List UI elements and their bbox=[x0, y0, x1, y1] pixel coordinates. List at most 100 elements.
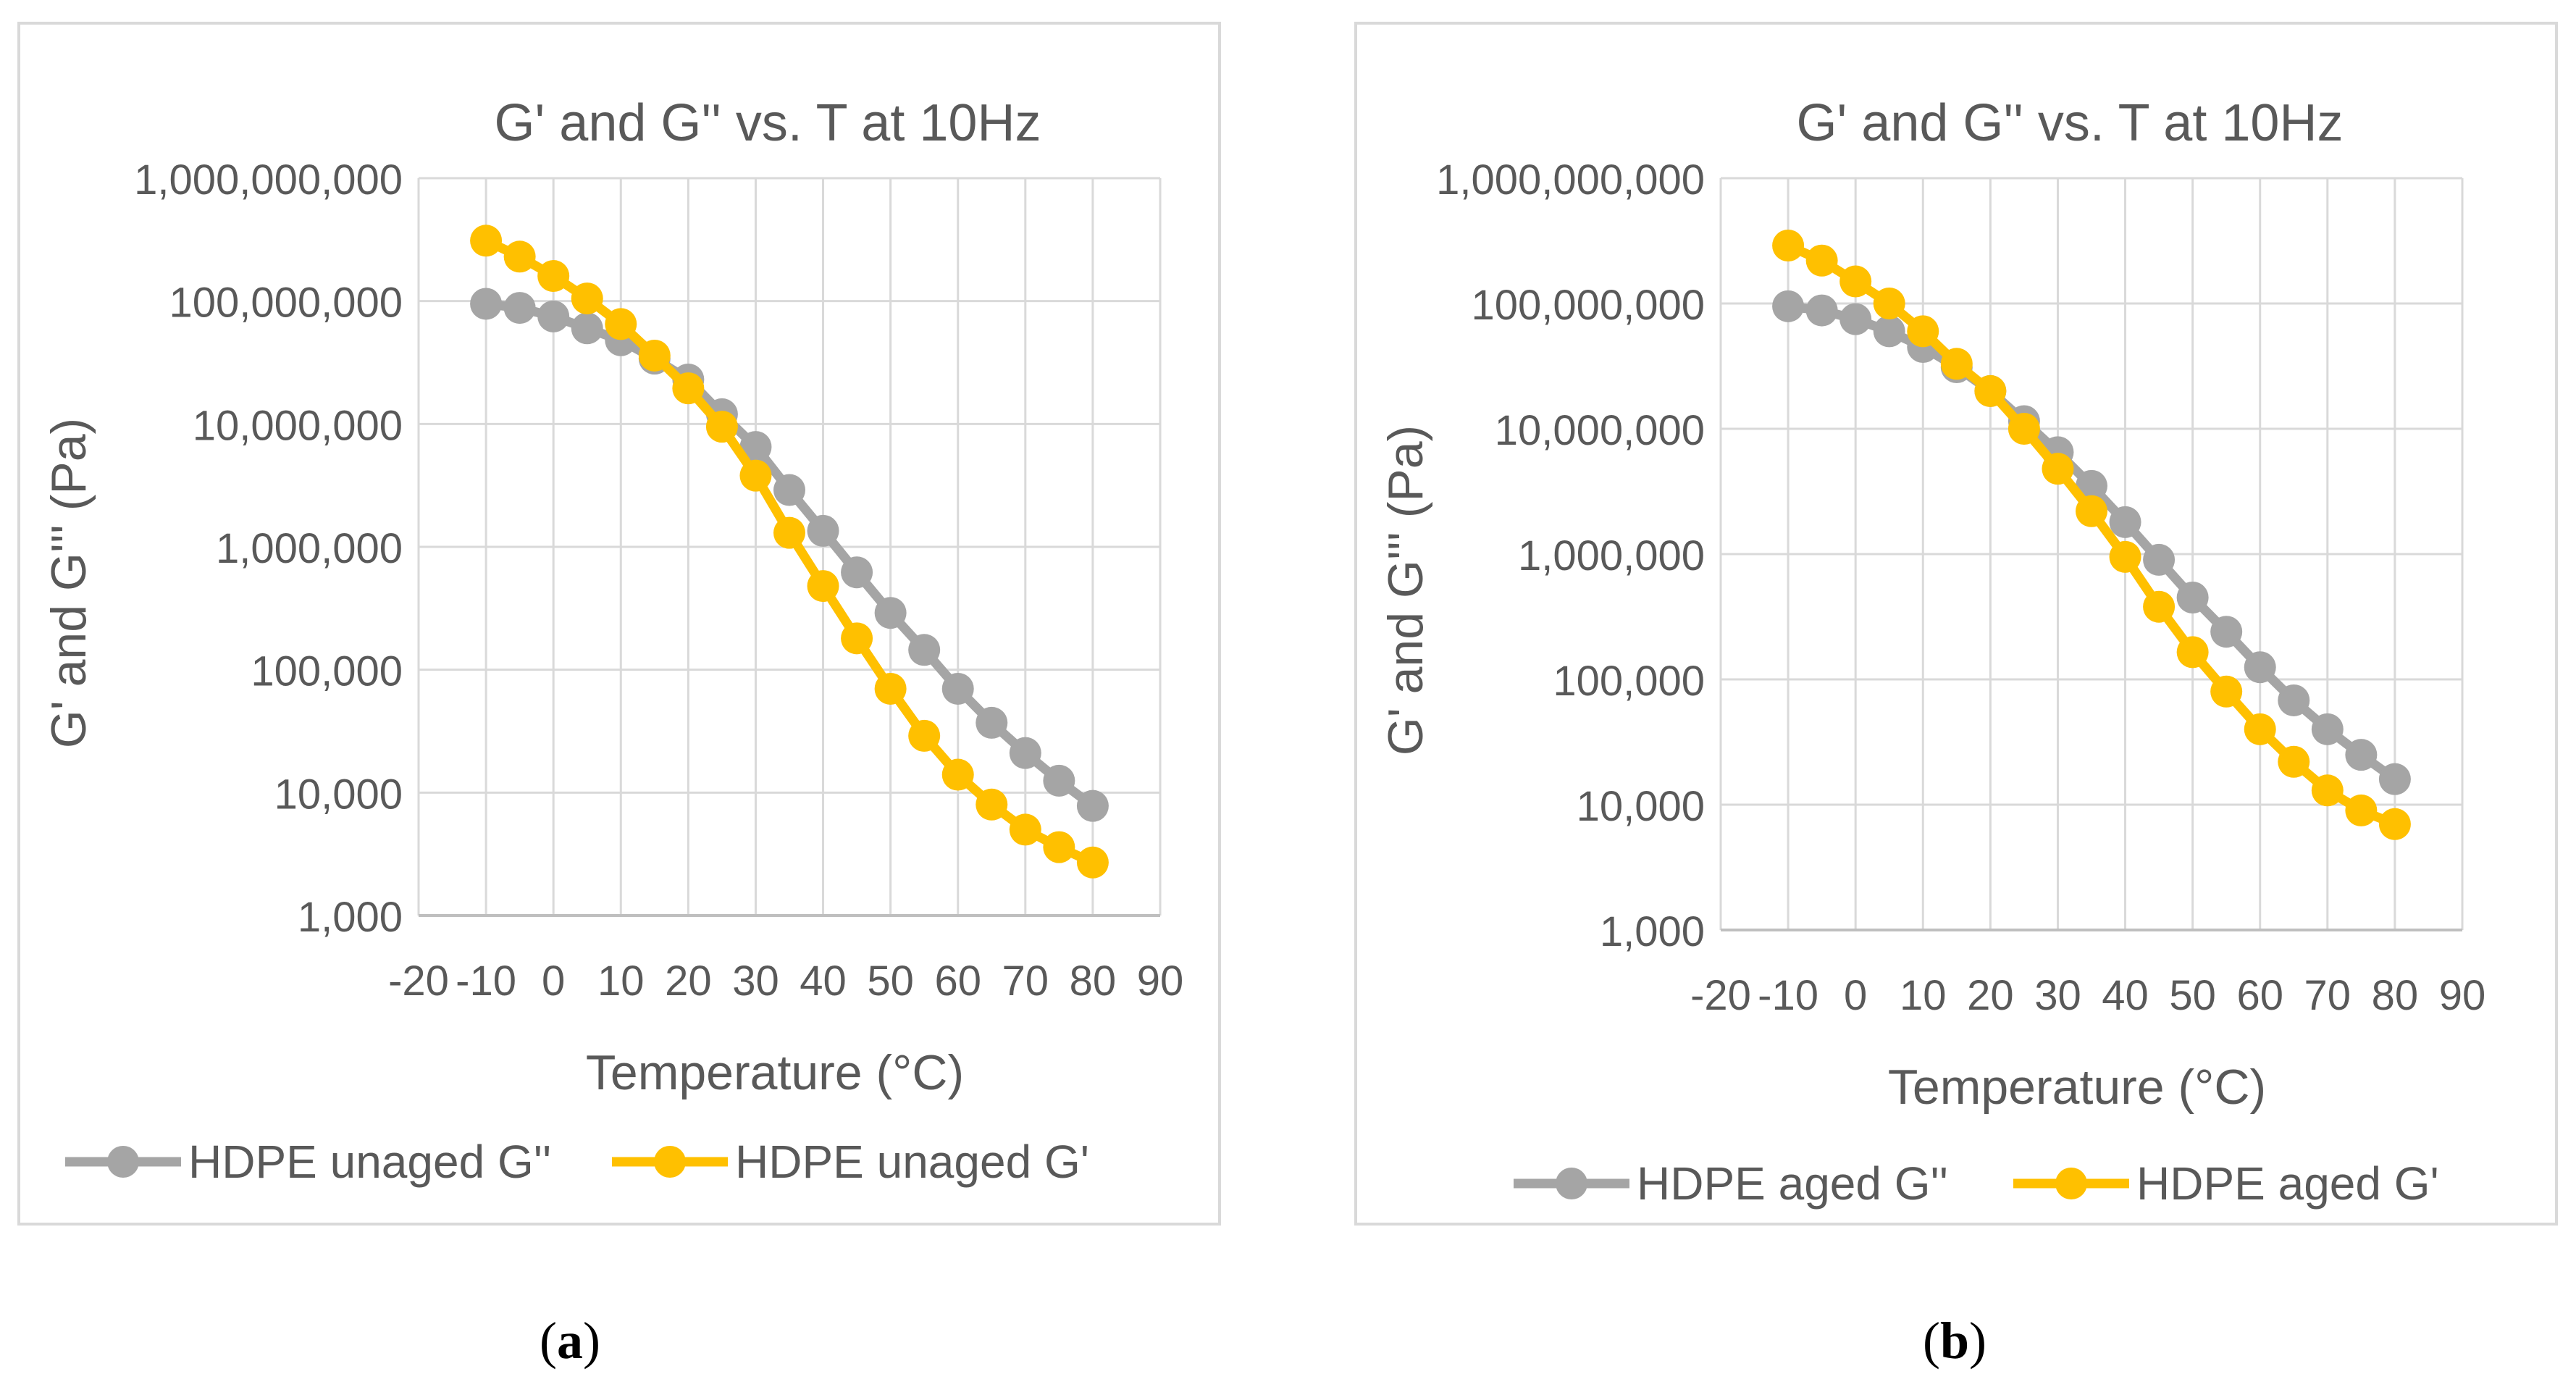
chart-0-series-0-point bbox=[874, 597, 907, 629]
chart-0-series-0-point bbox=[1043, 764, 1075, 797]
chart-0-series-0-point bbox=[1009, 737, 1041, 769]
chart-0-series-1-point bbox=[807, 570, 839, 603]
chart-0-series-1-point bbox=[571, 282, 603, 315]
chart-0-series-0-point bbox=[1076, 789, 1109, 822]
chart-0-y-axis-title: G' and G''' (Pa) bbox=[41, 418, 96, 748]
chart-0-series-1-point bbox=[941, 758, 974, 791]
chart-1-series-1-point bbox=[2244, 713, 2276, 745]
chart-1-series-0-point bbox=[2311, 713, 2344, 745]
chart-1-series-0-point bbox=[2244, 651, 2276, 684]
chart-1-series-1-point bbox=[2210, 675, 2243, 708]
chart-0-series-0-point bbox=[571, 312, 603, 345]
panel-letter-b: b bbox=[1939, 1312, 1970, 1370]
chart-1-y-tick-label: 100,000,000 bbox=[1471, 282, 1705, 329]
chart-0-series-0-point bbox=[503, 292, 536, 324]
chart-1-y-axis-title: G' and G''' (Pa) bbox=[1378, 425, 1433, 755]
chart-1-series-1 bbox=[1772, 230, 2411, 840]
chart-1-x-tick-label: 90 bbox=[2439, 972, 2486, 1019]
chart-1-x-tick-label: -10 bbox=[1758, 972, 1818, 1019]
chart-0-series-0-point bbox=[807, 514, 839, 547]
chart-0-series-1-point bbox=[605, 308, 637, 340]
chart-0-series-1-point bbox=[739, 459, 772, 492]
chart-1-series-0-point bbox=[2176, 581, 2209, 613]
chart-1-series-1-point bbox=[1805, 244, 1838, 277]
chart-0-legend-label-1: HDPE unaged G' bbox=[735, 1136, 1089, 1188]
chart-1-series-1-point bbox=[1974, 374, 2007, 407]
chart-1-x-tick-label: 40 bbox=[2102, 972, 2149, 1019]
chart-0-series-0-point bbox=[908, 634, 941, 666]
chart-0-y-tick-label: 10,000,000 bbox=[193, 402, 403, 449]
chart-1-x-axis-title: Temperature (°C) bbox=[1888, 1060, 2266, 1115]
chart-1-series-1-point bbox=[2007, 413, 2040, 445]
chart-0-x-tick-label: 60 bbox=[934, 958, 981, 1005]
chart-1-series-1-point bbox=[1940, 348, 1973, 380]
chart-1-y-tick-label: 100,000 bbox=[1553, 658, 1705, 705]
chart-0-series-1-point bbox=[672, 372, 705, 405]
chart-panel-b: G' and G'' vs. T at 10Hz 1,000 10,000 100,0… bbox=[1354, 22, 2558, 1226]
chart-0-series-0-point bbox=[739, 431, 772, 464]
chart-0-series-1-point bbox=[705, 411, 738, 443]
chart-1-series-1-point bbox=[2176, 636, 2209, 669]
panel-label-b: (b) bbox=[1923, 1312, 1987, 1370]
chart-1-series-1-point bbox=[1873, 288, 1905, 319]
chart-0-y-tick-label: 1,000,000 bbox=[216, 525, 403, 572]
chart-1-series-0-point bbox=[2143, 543, 2176, 576]
chart-0-series-0 bbox=[470, 288, 1109, 822]
chart-0-x-tick-label: 30 bbox=[732, 958, 779, 1005]
chart-0-y-tick-label: 100,000 bbox=[251, 648, 403, 695]
chart-1-legend-marker-1 bbox=[2055, 1168, 2087, 1199]
chart-0-y-tick-label: 1,000 bbox=[298, 894, 403, 941]
chart-0-legend-marker-0 bbox=[107, 1146, 139, 1178]
chart-1-series-1-point bbox=[1772, 230, 1805, 262]
chart-0-x-tick-label: 40 bbox=[800, 958, 847, 1005]
chart-0-series-1-point bbox=[638, 339, 671, 372]
chart-0-series-1-point bbox=[773, 516, 805, 549]
chart-1-y-tick-label: 10,000 bbox=[1577, 783, 1705, 830]
chart-1-series-1-point bbox=[2311, 774, 2344, 807]
chart-0-series-0-point bbox=[841, 556, 873, 589]
chart-1-series-0-point bbox=[2109, 506, 2141, 538]
chart-0-x-tick-label: 0 bbox=[542, 958, 565, 1005]
chart-1-series-0-point bbox=[2278, 684, 2310, 716]
chart-1-title: G' and G'' vs. T at 10Hz bbox=[1797, 94, 2344, 152]
chart-0-legend-label-0: HDPE unaged G'' bbox=[188, 1136, 551, 1188]
chart-0-legend: HDPE unaged G'' HDPE unaged G' bbox=[65, 1136, 1089, 1188]
chart-0-series-1-point bbox=[908, 719, 941, 752]
chart-0-series-1-point bbox=[470, 225, 503, 257]
chart-0-x-tick-label: -20 bbox=[388, 958, 449, 1005]
chart-0-x-tick-label: 70 bbox=[1002, 958, 1049, 1005]
chart-1-x-tick-label: -20 bbox=[1690, 972, 1751, 1019]
chart-0-series-0-point bbox=[941, 672, 974, 705]
chart-1-x-tick-label: 70 bbox=[2304, 972, 2351, 1019]
chart-1-series-1-point bbox=[2076, 495, 2107, 527]
chart-1-series-0-point bbox=[1805, 294, 1838, 327]
chart-b-svg: G' and G'' vs. T at 10Hz 1,000 10,000 100,0… bbox=[1378, 94, 2486, 1210]
chart-1-series-0-point bbox=[1839, 303, 1872, 335]
chart-panel-a: G' and G'' vs. T at 10Hz 1,000 10,000 100,0… bbox=[17, 22, 1221, 1226]
chart-0-series-0-point bbox=[773, 474, 805, 506]
chart-0-y-tick-label: 1,000,000,000 bbox=[134, 156, 403, 204]
chart-1-series-0-point bbox=[1772, 290, 1805, 322]
chart-1-series-0 bbox=[1772, 290, 2411, 795]
chart-1-series-1-point bbox=[1839, 265, 1872, 298]
chart-1-series-0-point bbox=[2378, 763, 2411, 795]
chart-1-x-tick-label: 0 bbox=[1844, 972, 1867, 1019]
chart-1-y-tick-label: 1,000,000 bbox=[1518, 532, 1705, 579]
chart-1-series-1-point bbox=[2378, 808, 2411, 840]
panel-letter-a: a bbox=[556, 1312, 583, 1370]
chart-1-series-0-point bbox=[2345, 739, 2378, 771]
chart-1-x-tick-label: 30 bbox=[2034, 972, 2081, 1019]
chart-0-x-tick-label: -10 bbox=[456, 958, 516, 1005]
chart-1-legend: HDPE aged G'' HDPE aged G' bbox=[1514, 1157, 2439, 1210]
chart-1-series-1-point bbox=[2345, 794, 2378, 826]
chart-0-x-tick-label: 10 bbox=[597, 958, 645, 1005]
chart-0-y-tick-label: 10,000 bbox=[274, 771, 403, 818]
chart-0-series-1-point bbox=[841, 622, 873, 655]
chart-0-series-1-point bbox=[537, 260, 570, 293]
chart-0-series-1-point bbox=[503, 240, 536, 273]
chart-0-title: G' and G'' vs. T at 10Hz bbox=[495, 94, 1041, 152]
chart-1-x-tick-label: 10 bbox=[1900, 972, 1947, 1019]
chart-0-x-tick-label: 90 bbox=[1137, 958, 1184, 1005]
chart-1-x-tick-label: 80 bbox=[2372, 972, 2419, 1019]
chart-0-series-1-point bbox=[874, 672, 907, 705]
